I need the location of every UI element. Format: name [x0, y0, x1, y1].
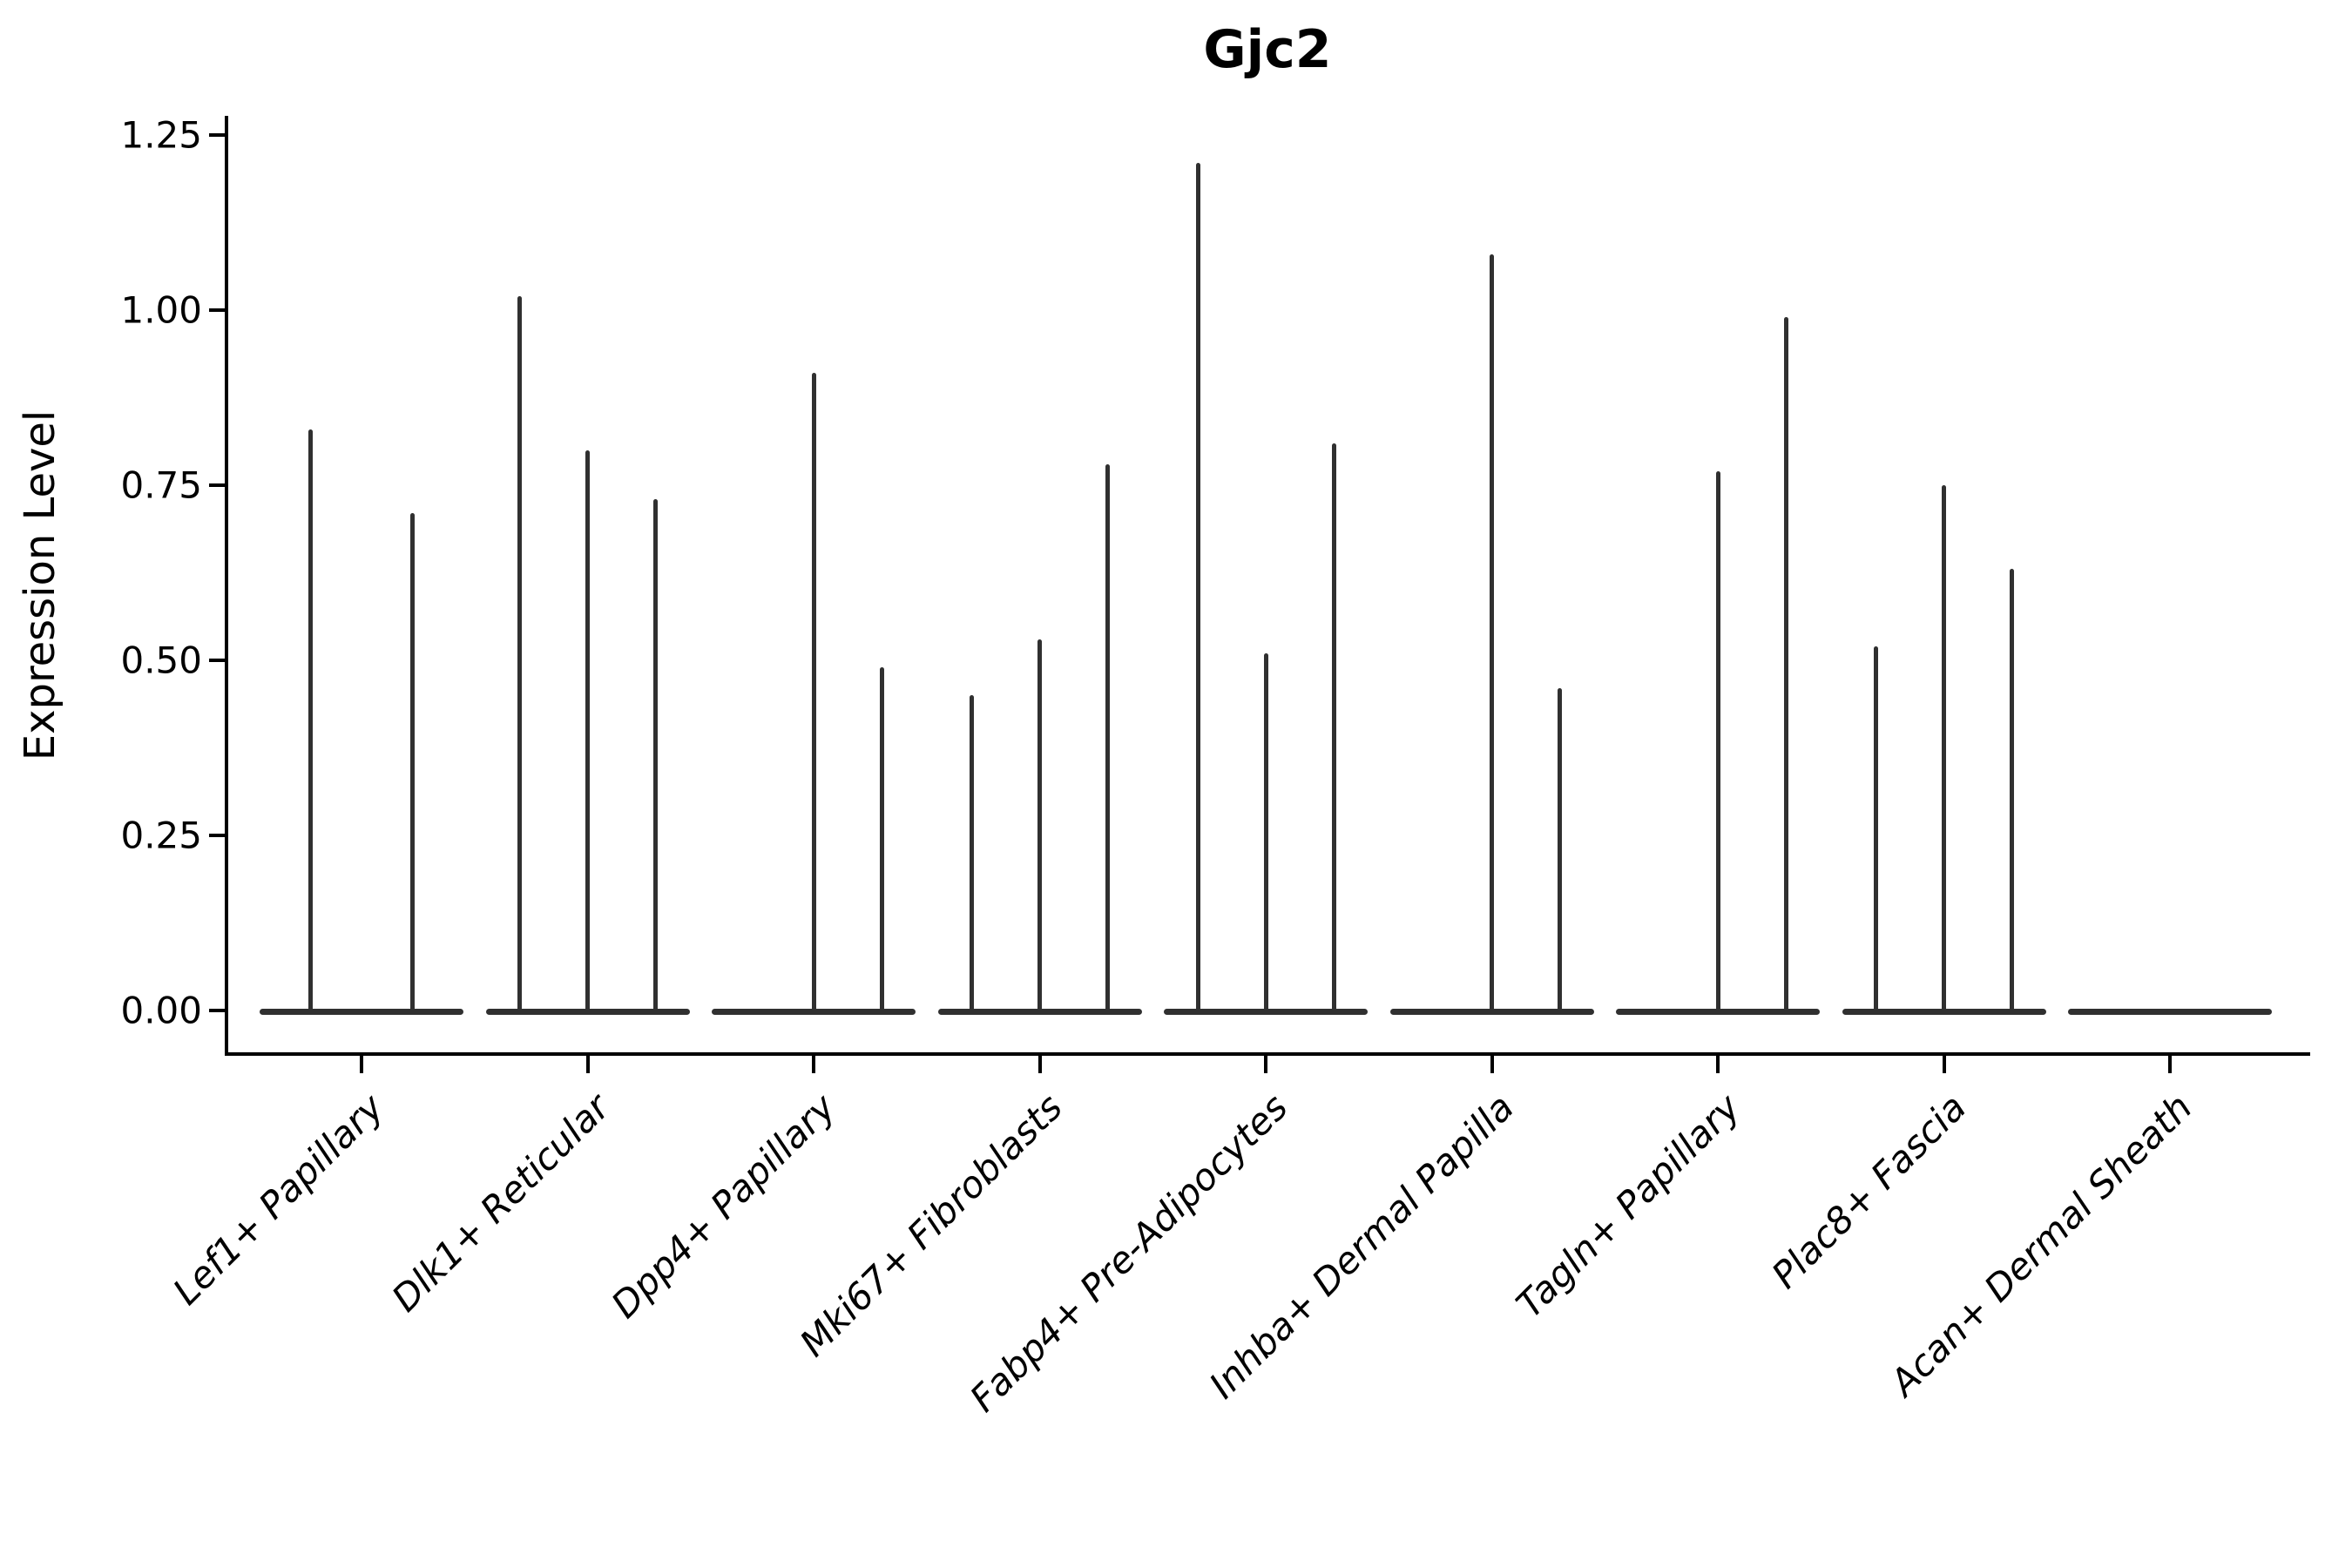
y-tick-label: 1.25	[120, 113, 202, 157]
violin-spike	[1331, 443, 1336, 1013]
violin-spike	[1942, 485, 1946, 1013]
x-tick-mark	[812, 1056, 815, 1073]
x-tick-label: Tagln+ Papillary	[1508, 1085, 1748, 1327]
violin-baseline	[2068, 1009, 2272, 1015]
violin-spike	[1195, 163, 1200, 1013]
x-tick-label: Dpp4+ Papillary	[603, 1085, 844, 1327]
violin-spike	[585, 449, 590, 1013]
x-tick-mark	[360, 1056, 363, 1073]
violin-spike	[1558, 688, 1562, 1013]
y-tick-mark	[209, 308, 225, 312]
violin-spike	[1105, 463, 1110, 1013]
x-tick-mark	[1716, 1056, 1720, 1073]
y-axis-label: Expression Level	[16, 409, 64, 761]
violin-spike	[1783, 317, 1788, 1013]
violin-baseline	[260, 1009, 463, 1015]
x-tick-mark	[1942, 1056, 1946, 1073]
violin-spike	[1037, 639, 1042, 1013]
y-tick-mark	[209, 659, 225, 662]
violin-spike	[2010, 569, 2014, 1013]
violin-spike	[1874, 645, 1878, 1013]
violin-spike	[308, 429, 313, 1013]
violin-spike	[879, 667, 884, 1013]
x-tick-label: Lef1+ Papillary	[165, 1085, 392, 1314]
x-tick-mark	[1490, 1056, 1494, 1073]
y-tick-mark	[209, 1009, 225, 1012]
y-tick-label: 0.25	[120, 814, 202, 857]
y-tick-label: 1.00	[120, 288, 202, 332]
violin-spike	[970, 695, 974, 1013]
x-tick-mark	[1264, 1056, 1267, 1073]
x-tick-mark	[2168, 1056, 2172, 1073]
violin-spike	[1490, 253, 1494, 1013]
y-tick-mark	[209, 834, 225, 837]
violin-spike	[1263, 652, 1268, 1013]
x-tick-label: Dlk1+ Reticular	[383, 1085, 618, 1321]
x-tick-mark	[585, 1056, 590, 1073]
y-tick-mark	[209, 483, 225, 487]
y-tick-mark	[209, 133, 225, 137]
violin-spike	[409, 513, 415, 1013]
y-tick-label: 0.75	[120, 463, 202, 507]
violin-spike	[1715, 470, 1720, 1013]
chart-title: Gjc2	[1203, 19, 1332, 80]
y-tick-label: 0.50	[120, 639, 202, 682]
y-axis-spine	[225, 116, 228, 1056]
x-tick-mark	[1037, 1056, 1042, 1073]
y-tick-label: 0.00	[120, 989, 202, 1032]
x-tick-label: Plac8+ Fascia	[1763, 1085, 1975, 1297]
violin-spike	[811, 373, 816, 1013]
x-axis-spine	[225, 1052, 2310, 1056]
violin-spike	[653, 499, 658, 1013]
violin-spike	[517, 295, 522, 1013]
